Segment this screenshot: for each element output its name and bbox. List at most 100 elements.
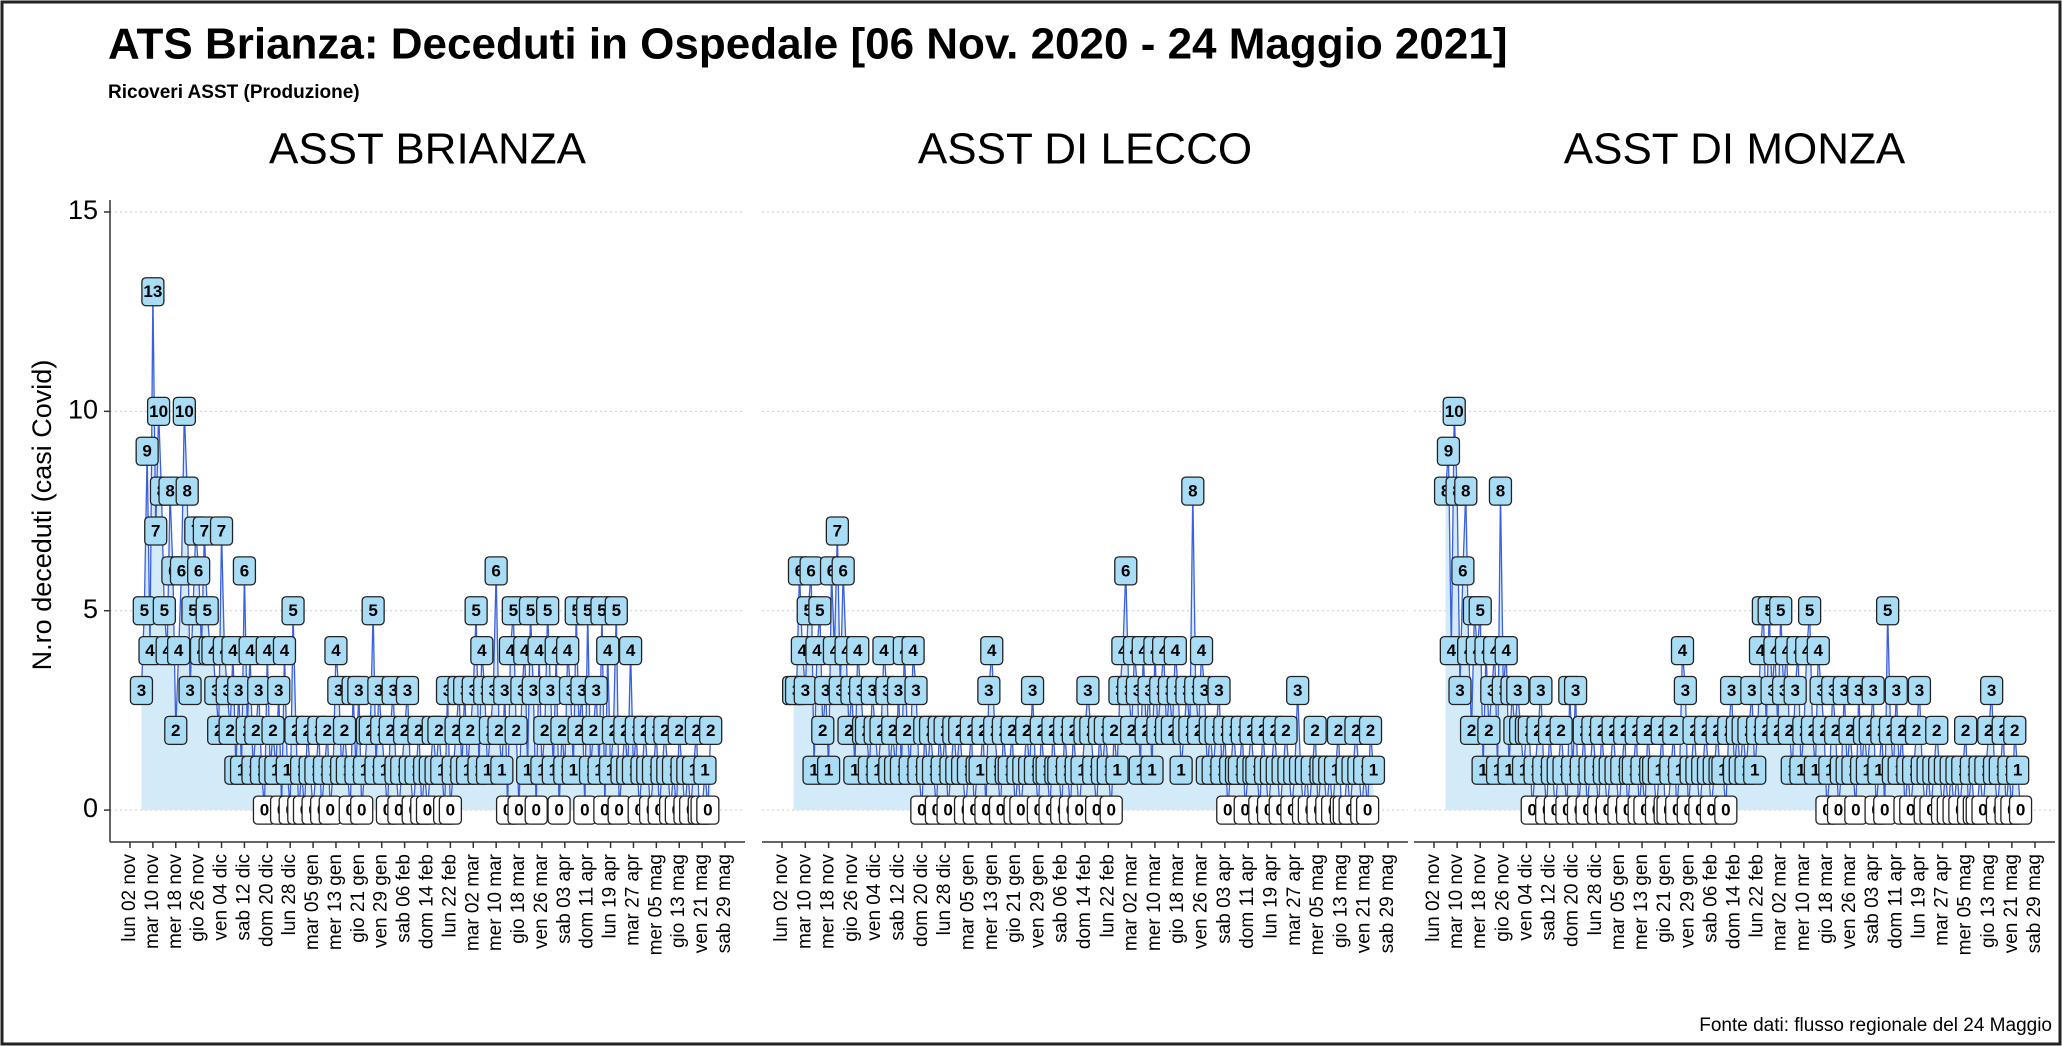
data-label-box xyxy=(1076,675,1100,706)
x-tick-label: dom 11 apr xyxy=(1885,853,1906,948)
x-tick-label: ven 04 dic xyxy=(864,854,885,941)
data-label: 4 xyxy=(1171,641,1181,660)
data-label: 4 xyxy=(520,641,530,660)
x-tick-label: ven 29 gen xyxy=(371,854,392,948)
data-label: 6 xyxy=(806,561,815,580)
x-tick-label: gio 21 gen xyxy=(1654,854,1675,943)
x-tick-label: ven 21 mag xyxy=(1354,854,1375,953)
data-label: 4 xyxy=(1814,641,1824,660)
x-tick-label: mer 13 gen xyxy=(325,854,346,950)
data-label: 2 xyxy=(1168,721,1177,740)
x-tick-label: ven 26 mar xyxy=(1191,853,1212,949)
x-tick-label: lun 02 nov xyxy=(119,854,140,942)
data-label: 5 xyxy=(1475,601,1484,620)
x-tick-label: mar 05 gen xyxy=(302,854,323,950)
data-label-box xyxy=(1925,715,1949,745)
panel-title: ASST DI LECCO xyxy=(918,125,1252,174)
data-label: 4 xyxy=(987,641,997,660)
data-label-box xyxy=(129,675,154,706)
data-label: 7 xyxy=(217,521,226,540)
data-label: 2 xyxy=(1022,721,1031,740)
data-label: 2 xyxy=(171,721,180,740)
y-tick-label: 5 xyxy=(83,594,98,624)
x-tick-label: dom 14 feb xyxy=(1074,854,1095,949)
data-label: 2 xyxy=(903,721,912,740)
data-label: 6 xyxy=(838,561,847,580)
data-label: 0 xyxy=(326,801,335,820)
data-label-box xyxy=(1783,675,1807,706)
data-label: 0 xyxy=(981,801,990,820)
data-label: 2 xyxy=(844,721,853,740)
data-label-box xyxy=(504,715,528,745)
data-label-box xyxy=(470,635,494,666)
data-label-box xyxy=(1861,675,1885,706)
data-label-box xyxy=(484,556,508,586)
data-label-box xyxy=(1769,596,1793,626)
data-label: 2 xyxy=(674,721,683,740)
data-label: 3 xyxy=(1028,681,1037,700)
data-label: 4 xyxy=(174,641,184,660)
data-label-box xyxy=(1494,635,1518,666)
data-label: 5 xyxy=(526,601,535,620)
data-label: 0 xyxy=(1092,801,1101,820)
x-tick-label: gio 21 gen xyxy=(1004,854,1025,943)
data-label: 4 xyxy=(263,641,273,660)
data-label: 0 xyxy=(943,801,952,820)
data-label: 6 xyxy=(240,561,249,580)
data-label: 3 xyxy=(1536,681,1545,700)
data-label-box xyxy=(1797,596,1822,626)
data-label: 3 xyxy=(388,681,397,700)
data-label: 3 xyxy=(403,681,412,700)
data-label: 8 xyxy=(182,482,191,501)
data-label-box xyxy=(350,795,374,825)
x-tick-label: mar 27 apr xyxy=(1932,853,1953,946)
x-tick-label: ven 04 dic xyxy=(1515,854,1536,941)
data-label: 4 xyxy=(534,641,544,660)
data-label: 2 xyxy=(1334,721,1343,740)
data-label: 1 xyxy=(2013,761,2022,780)
y-tick-label: 10 xyxy=(68,394,98,424)
data-label: 3 xyxy=(334,681,343,700)
data-label-box xyxy=(1140,755,1164,785)
data-label-box xyxy=(524,795,548,825)
data-label: 9 xyxy=(1444,442,1453,461)
data-label-box xyxy=(1529,675,1553,706)
data-label: 3 xyxy=(274,681,283,700)
data-label-box xyxy=(699,715,723,745)
data-label: 5 xyxy=(803,601,812,620)
x-tick-label: sab 03 apr xyxy=(554,853,575,943)
data-label: 2 xyxy=(1069,721,1078,740)
data-label: 1 xyxy=(1796,761,1805,780)
data-label: 2 xyxy=(434,721,443,740)
data-label: 0 xyxy=(357,801,366,820)
data-label-box xyxy=(1477,715,1501,745)
data-label-box xyxy=(1468,596,1492,626)
x-tick-label: lun 02 nov xyxy=(1423,854,1444,942)
data-label: 4 xyxy=(1447,641,1457,660)
data-label: 5 xyxy=(1776,601,1785,620)
data-label: 1 xyxy=(1369,761,1378,780)
data-label-box xyxy=(1714,795,1738,825)
data-label: 3 xyxy=(1790,681,1799,700)
data-label: 5 xyxy=(288,601,297,620)
data-label: 1 xyxy=(1478,761,1487,780)
data-label-box xyxy=(1563,675,1588,706)
x-tick-label: gio 18 mar xyxy=(1816,853,1837,943)
x-tick-label: sab 29 mag xyxy=(1377,854,1398,953)
x-tick-label: sab 12 dic xyxy=(888,854,909,941)
data-label: 3 xyxy=(894,681,903,700)
data-label: 0 xyxy=(1275,801,1284,820)
data-label: 2 xyxy=(1258,721,1267,740)
data-label: 1 xyxy=(975,761,984,780)
data-label: 2 xyxy=(1037,721,1046,740)
data-label-box xyxy=(1743,755,1767,785)
data-label: 2 xyxy=(511,721,520,740)
data-label: 2 xyxy=(225,721,234,740)
data-label: 2 xyxy=(706,721,715,740)
data-label: 0 xyxy=(917,801,926,820)
x-tick-label: lun 19 apr xyxy=(1260,853,1281,938)
data-label-box xyxy=(825,516,850,546)
data-label-box xyxy=(547,795,571,825)
data-label: 2 xyxy=(1912,721,1921,740)
chart-title: ATS Brianza: Deceduti in Ospedale [06 No… xyxy=(108,20,1507,69)
